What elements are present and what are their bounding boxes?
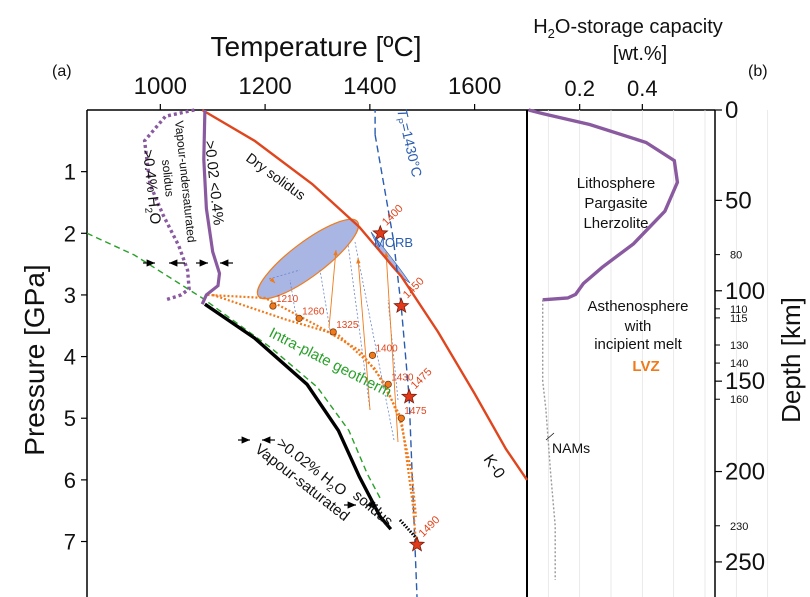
star-marker	[372, 224, 389, 241]
star-label: 1475	[409, 366, 435, 392]
y-tick-label: 4	[64, 345, 76, 370]
panel-a-ticks: 1000 1200 1400 1600 1 2 3 4 5 6 7	[64, 73, 502, 555]
incipient-melt-label: incipient melt	[594, 336, 682, 353]
x-tick-label: 1600	[448, 73, 501, 100]
panel-b-x-tick-label: 0.2	[564, 76, 595, 101]
vapour-undersaturated-label-2: solidus	[159, 159, 177, 198]
melt-point-label: 1400	[375, 343, 398, 354]
y-tick-label: 5	[64, 406, 76, 431]
lithosphere-label: Lithosphere	[577, 175, 655, 192]
x-tick-label: 1200	[238, 73, 291, 100]
storage-capacity-line	[528, 108, 680, 302]
tp-label: TP=1430°C	[392, 107, 425, 179]
k0-label: K-0	[480, 452, 508, 482]
depth-minor-tick-label: 160	[730, 394, 748, 406]
pargasite-label: Pargasite	[584, 195, 647, 212]
x-tick-label: 1400	[343, 73, 396, 100]
depth-minor-tick-label: 230	[730, 521, 748, 533]
nams-label: NAMs	[552, 440, 590, 456]
star-marker	[408, 535, 426, 552]
depth-minor-tick-label: 140	[730, 358, 748, 370]
y-tick-label: 7	[64, 530, 76, 555]
depth-tick-label: 150	[725, 368, 765, 395]
star-label: 1400	[380, 203, 406, 229]
melting-path-2	[212, 293, 418, 542]
y-tick-label: 3	[64, 283, 76, 308]
depth-tick-label: 200	[725, 459, 765, 486]
panel-b-label: (b)	[748, 63, 768, 80]
lvz-label: LVZ	[632, 358, 659, 375]
depth-minor-tick-label: 80	[730, 250, 742, 262]
nams-pointer	[545, 432, 555, 441]
depth-tick-label: 50	[725, 187, 752, 214]
depth-tick-label: 100	[725, 278, 765, 305]
y-tick-label: 6	[64, 468, 76, 493]
panel-b-x-tick-label: 0.4	[627, 76, 658, 101]
panel-a-label: (a)	[52, 63, 72, 80]
intraplate-geotherm-line	[86, 232, 381, 499]
melt-point-label: 1260	[302, 306, 325, 317]
depth-minor-tick-label: 110	[730, 304, 748, 316]
lherzolite-label: Lherzolite	[583, 215, 648, 232]
panel-b-title: H2O-storage capacity	[533, 16, 723, 41]
star-marker	[400, 388, 418, 404]
with-label: with	[624, 318, 652, 335]
dry-solidus-line	[201, 108, 528, 481]
melt-ellipse	[256, 218, 360, 300]
melt-point	[368, 351, 377, 359]
y-tick-label: 2	[64, 221, 76, 246]
depth-minor-tick-label: 130	[730, 340, 748, 352]
star-marker	[393, 297, 410, 314]
y-axis-title: Pressure [GPa]	[19, 264, 50, 455]
morb-label: MORB	[374, 235, 413, 250]
melt-point	[397, 414, 405, 422]
melt-point	[295, 314, 303, 322]
melt-point	[269, 302, 277, 310]
nams-line	[542, 299, 556, 580]
melt-point	[329, 328, 337, 336]
vapour-saturated-solidus	[203, 302, 393, 531]
range-arrows	[143, 259, 378, 509]
y-tick-label: 1	[64, 160, 76, 185]
x-axis-title: Temperature [ºC]	[211, 31, 422, 62]
melt-point-label: 1325	[336, 320, 359, 331]
vapour-undersaturated-dotted	[142, 108, 195, 302]
depth-tick-label: 250	[725, 549, 765, 576]
melt-point-label: 1210	[276, 294, 299, 305]
vapour-saturated-label-2: solidus	[349, 487, 396, 530]
x-tick-label: 1000	[134, 73, 187, 100]
asthenosphere-label: Asthenosphere	[588, 298, 689, 315]
melt-links	[268, 241, 399, 441]
melting-path-1	[207, 293, 418, 518]
depth-tick-label: 0	[725, 97, 738, 124]
adiabat-line	[374, 134, 418, 597]
panel-b-x-label: [wt.%]	[613, 43, 667, 65]
intraplate-geotherm-label: Intra-plate geotherm	[266, 324, 394, 400]
melt-point-label: 1430	[391, 372, 414, 383]
vapour-saturated-tail	[398, 518, 420, 542]
depth-axis-title: Depth [km]	[776, 297, 806, 423]
depth-minor-tick-label: 115	[730, 313, 748, 325]
melt-point	[384, 380, 392, 388]
vapour-undersaturated-water: >0.4% H2O	[136, 149, 164, 226]
vapour-undersaturated-solidus	[200, 109, 222, 305]
star-label: 1490	[417, 514, 443, 540]
melt-point-label: 1475	[404, 406, 427, 417]
